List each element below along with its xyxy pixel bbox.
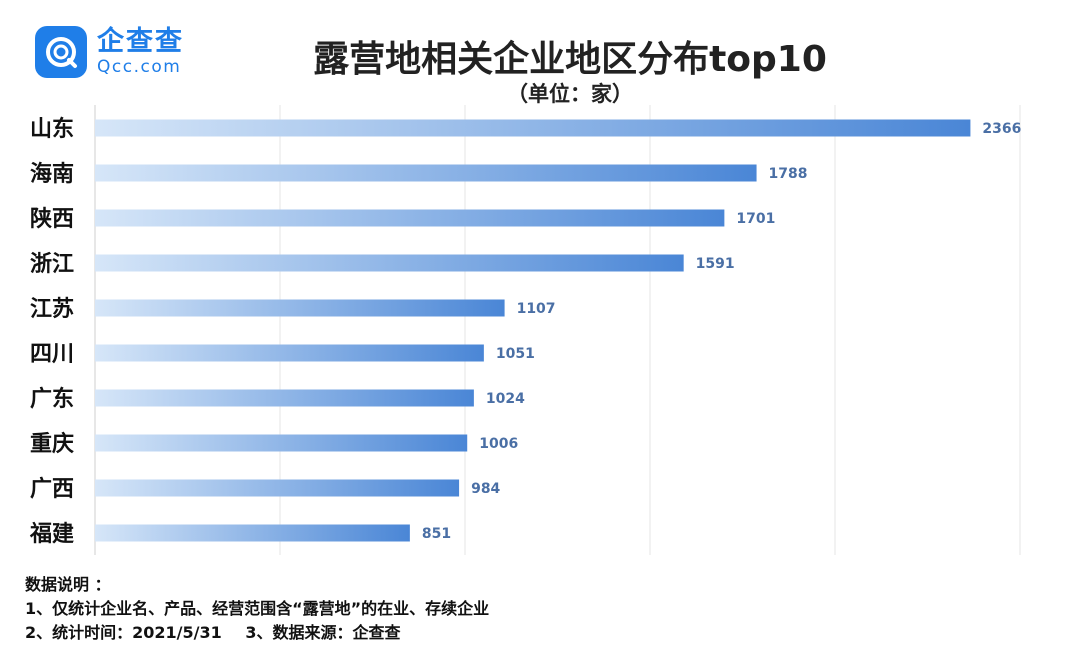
category-label: 广东 <box>30 386 74 412</box>
bar <box>95 299 505 317</box>
bar <box>95 254 684 272</box>
bar <box>95 524 410 542</box>
value-label: 1024 <box>486 391 525 407</box>
chart-subtitle: （单位：家） <box>507 82 633 106</box>
value-label: 851 <box>422 526 451 542</box>
value-label: 1006 <box>479 436 518 452</box>
logo-domain: Qcc.com <box>97 57 182 77</box>
value-label: 1107 <box>517 301 556 317</box>
category-label: 福建 <box>29 522 74 547</box>
category-label: 陕西 <box>30 207 74 232</box>
bar <box>95 434 468 452</box>
logo-name: 企查查 <box>97 26 184 57</box>
value-label: 2366 <box>982 121 1021 137</box>
bar <box>95 209 725 227</box>
bar <box>95 164 757 182</box>
value-label: 1051 <box>496 346 535 362</box>
notes-item-2: 2、统计时间：2021/5/31 <box>25 623 222 642</box>
category-label: 江苏 <box>30 296 74 322</box>
category-label: 浙江 <box>30 252 74 277</box>
bar-chart: 山东 2366 海南 1788 陕西 1701 浙江 1591 江苏 1107 四川 1051 广东 10… <box>29 105 1021 555</box>
notes-heading: 数据说明 ： <box>25 575 111 594</box>
qcc-logo-icon <box>35 26 87 78</box>
value-label: 1591 <box>696 256 735 272</box>
value-label: 1701 <box>736 211 775 227</box>
bar <box>95 344 484 362</box>
value-label: 1788 <box>769 166 808 182</box>
category-label: 重庆 <box>30 431 74 457</box>
bar <box>95 389 474 407</box>
category-label: 山东 <box>30 116 74 142</box>
notes-item-1: 1、仅统计企业名、产品、经营范围含“露营地”的在业、存续企业 <box>25 599 490 618</box>
category-label: 四川 <box>30 342 74 367</box>
category-label: 海南 <box>30 161 74 187</box>
category-label: 广西 <box>30 476 74 502</box>
bar <box>95 479 460 497</box>
qcc-logo: 企查查 Qcc.com <box>35 26 184 78</box>
chart-title: 露营地相关企业地区分布top10 <box>313 39 827 80</box>
value-label: 984 <box>471 481 500 497</box>
data-notes: 数据说明 ： 1、仅统计企业名、产品、经营范围含“露营地”的在业、存续企业 2、… <box>25 573 489 645</box>
bar <box>95 119 971 137</box>
notes-item-3: 3、数据来源：企查查 <box>245 623 401 642</box>
